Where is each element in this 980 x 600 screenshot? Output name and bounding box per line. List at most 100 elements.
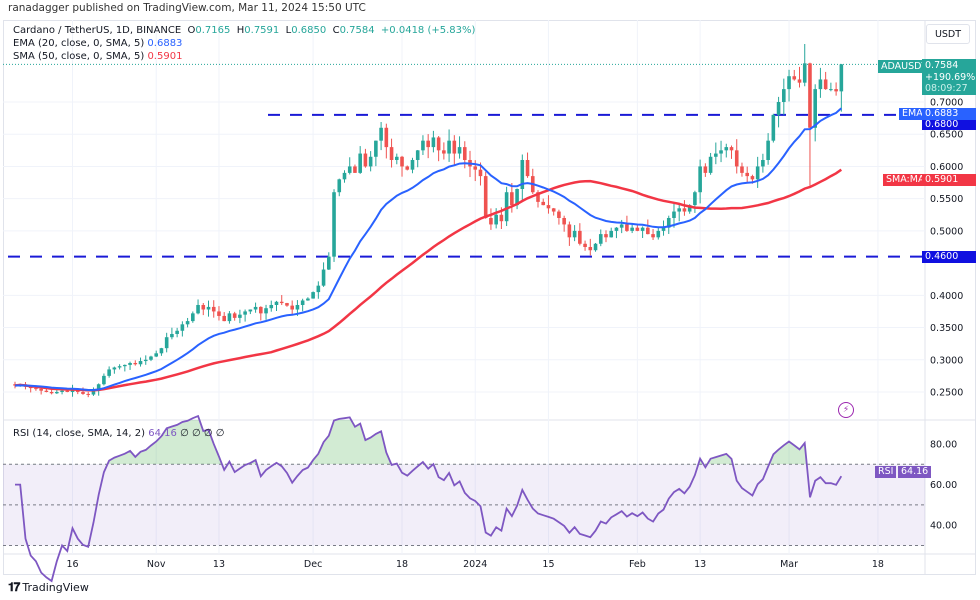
sma-value: 0.5901: [147, 51, 183, 62]
candle-body: [598, 234, 603, 244]
candle: [588, 238, 593, 256]
candle-body: [729, 147, 734, 151]
candle-body: [813, 89, 817, 128]
high-label: H: [236, 25, 245, 36]
candle-body: [431, 137, 436, 148]
lightning-icon[interactable]: ⚡: [838, 402, 854, 418]
candle: [782, 78, 786, 115]
level-high-badge: 0.6800: [922, 120, 976, 130]
candle-body: [614, 227, 619, 231]
price-tick-label: 0.5500: [930, 194, 963, 205]
candle-body: [698, 166, 702, 193]
rsi-tick-label: 80.00: [930, 440, 957, 451]
candle-body: [143, 359, 148, 362]
candle: [724, 143, 729, 158]
candle: [332, 189, 336, 262]
candle: [792, 69, 797, 81]
candle-body: [96, 384, 101, 391]
candle-body: [410, 159, 415, 170]
price-tick-label: 0.5000: [930, 226, 963, 237]
candle-body: [823, 79, 828, 90]
candle: [368, 151, 373, 172]
candle: [269, 300, 274, 312]
candle-body: [201, 304, 206, 310]
candle: [400, 155, 404, 177]
publisher-line: ranadagger published on TradingView.com,…: [8, 2, 366, 14]
candle-body: [714, 153, 718, 157]
price-badge-percent: +190.69%: [925, 71, 976, 83]
price-tick-label: 0.6500: [930, 130, 963, 141]
candle: [719, 140, 723, 163]
candle-body: [567, 224, 572, 238]
candle-body: [761, 159, 765, 167]
candle-body: [415, 150, 420, 160]
rsi-badge-label: RSI: [875, 466, 897, 478]
candle-body: [196, 304, 200, 314]
candle-body: [719, 150, 723, 154]
candle-body: [227, 313, 232, 322]
ema-legend[interactable]: EMA (20, close, 0, SMA, 5) 0.6883: [13, 38, 182, 49]
time-tick-label: 16: [66, 559, 78, 570]
candle-body: [782, 89, 786, 102]
candle-body: [504, 192, 509, 222]
candle-body: [347, 166, 352, 173]
currency-button[interactable]: USDT: [926, 24, 970, 44]
sma-badge-label: SMA:MA: [883, 174, 928, 186]
candle-body: [536, 192, 540, 202]
rsi-legend[interactable]: RSI (14, close, SMA, 14, 2) 64.16 ∅ ∅ ∅ …: [13, 428, 224, 439]
candle-body: [133, 362, 138, 365]
symbol-badge: ADAUSDT: [878, 60, 931, 73]
candle-body: [562, 217, 566, 225]
candle-body: [520, 159, 525, 189]
candle-body: [646, 227, 650, 235]
candle: [609, 227, 614, 238]
candle: [567, 221, 572, 246]
candle-body: [248, 309, 253, 312]
candle-countdown: 08:09:27: [925, 83, 968, 94]
candle: [823, 71, 828, 90]
candle: [211, 300, 216, 318]
candle: [217, 306, 221, 321]
candle: [525, 152, 530, 178]
candle: [557, 209, 561, 225]
candle: [541, 198, 546, 206]
time-tick-label: Nov: [147, 559, 166, 570]
candle-body: [86, 393, 91, 395]
candle-body: [447, 140, 451, 154]
candle-body: [489, 217, 493, 225]
candle: [374, 140, 378, 167]
candle-body: [771, 114, 776, 141]
candle: [149, 355, 153, 362]
rsi-badge-value: 64.16: [898, 466, 932, 478]
candle-body: [740, 166, 744, 173]
candle-body: [306, 298, 310, 301]
candle-body: [400, 156, 404, 167]
candle-body: [834, 89, 838, 92]
sma-legend[interactable]: SMA (50, close, 0, SMA, 5) 0.5901: [13, 51, 182, 62]
candle-body: [363, 153, 368, 167]
candle: [133, 360, 138, 366]
candle: [839, 63, 844, 112]
candle-body: [300, 300, 305, 305]
candle: [515, 188, 519, 210]
candle-body: [44, 390, 49, 392]
candle-body: [128, 362, 132, 365]
candle: [797, 66, 802, 88]
candle-body: [154, 353, 159, 357]
candle: [337, 178, 342, 197]
time-tick-label: 18: [872, 559, 884, 570]
candle: [740, 162, 744, 177]
candle-body: [829, 89, 833, 91]
candle-body: [462, 147, 467, 160]
candle-body: [107, 369, 111, 376]
candle-body: [588, 246, 593, 251]
candle: [128, 361, 132, 370]
candle: [640, 226, 645, 238]
candle: [138, 357, 143, 367]
candle-body: [405, 166, 410, 170]
candle-body: [217, 311, 221, 316]
candle: [447, 129, 451, 162]
candle-body: [572, 230, 577, 238]
candle-body: [39, 388, 43, 391]
